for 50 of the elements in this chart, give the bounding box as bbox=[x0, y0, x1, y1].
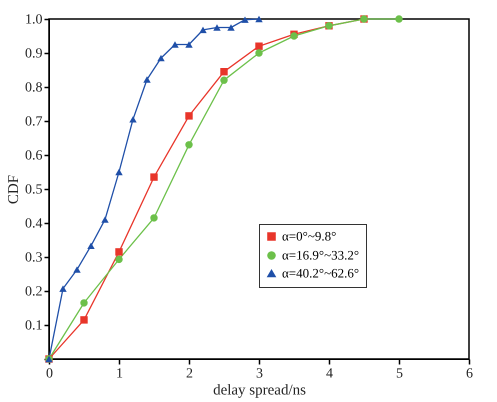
point bbox=[73, 266, 81, 273]
point bbox=[150, 173, 158, 181]
x-tick-label: 1 bbox=[116, 366, 123, 382]
y-tick-label: 0.4 bbox=[25, 216, 42, 232]
point bbox=[171, 41, 179, 48]
point bbox=[80, 299, 88, 307]
point bbox=[115, 256, 123, 264]
point bbox=[185, 41, 193, 48]
point bbox=[255, 42, 263, 50]
y-tick-label: 0.3 bbox=[25, 250, 42, 266]
point bbox=[185, 112, 193, 120]
point bbox=[255, 16, 263, 22]
point bbox=[59, 285, 67, 292]
y-tick-label: 0.8 bbox=[25, 80, 42, 96]
point bbox=[199, 26, 207, 34]
point bbox=[220, 76, 228, 84]
x-tick-label: 5 bbox=[396, 366, 403, 382]
point bbox=[143, 76, 151, 83]
point bbox=[185, 141, 193, 148]
point bbox=[395, 15, 403, 23]
legend-label: α=40.2°~62.6° bbox=[282, 266, 360, 280]
x-tick-label: 2 bbox=[186, 366, 193, 382]
y-tick-label: 1.0 bbox=[25, 12, 42, 28]
y-tick-label: 0.9 bbox=[25, 46, 42, 62]
x-tick-label: 3 bbox=[256, 366, 263, 382]
point bbox=[157, 54, 165, 62]
x-tick-label: 6 bbox=[466, 366, 473, 382]
legend-label: α=0°~9.8° bbox=[282, 228, 336, 244]
x-axis-title: delay spread/ns bbox=[213, 382, 306, 398]
point bbox=[80, 316, 88, 324]
x-tick-label: 4 bbox=[326, 366, 333, 382]
point bbox=[115, 168, 123, 176]
x-tick-label: 0 bbox=[46, 366, 53, 382]
point bbox=[227, 24, 235, 31]
point bbox=[150, 214, 158, 222]
point bbox=[87, 242, 95, 249]
point bbox=[255, 49, 263, 57]
y-tick-label: 0.6 bbox=[25, 148, 42, 164]
point bbox=[101, 216, 109, 223]
y-tick-label: 0.2 bbox=[25, 284, 42, 300]
legend-label: α=16.9°~33.2° bbox=[282, 248, 360, 262]
point bbox=[115, 248, 123, 256]
point bbox=[129, 116, 137, 123]
y-tick-label: 0.1 bbox=[25, 318, 42, 334]
y-tick-label: 0.7 bbox=[25, 114, 42, 130]
point bbox=[220, 68, 228, 76]
point bbox=[241, 16, 249, 23]
point bbox=[213, 24, 221, 31]
y-axis-title: CDF bbox=[6, 174, 22, 204]
y-tick-label: 0.5 bbox=[25, 182, 42, 198]
